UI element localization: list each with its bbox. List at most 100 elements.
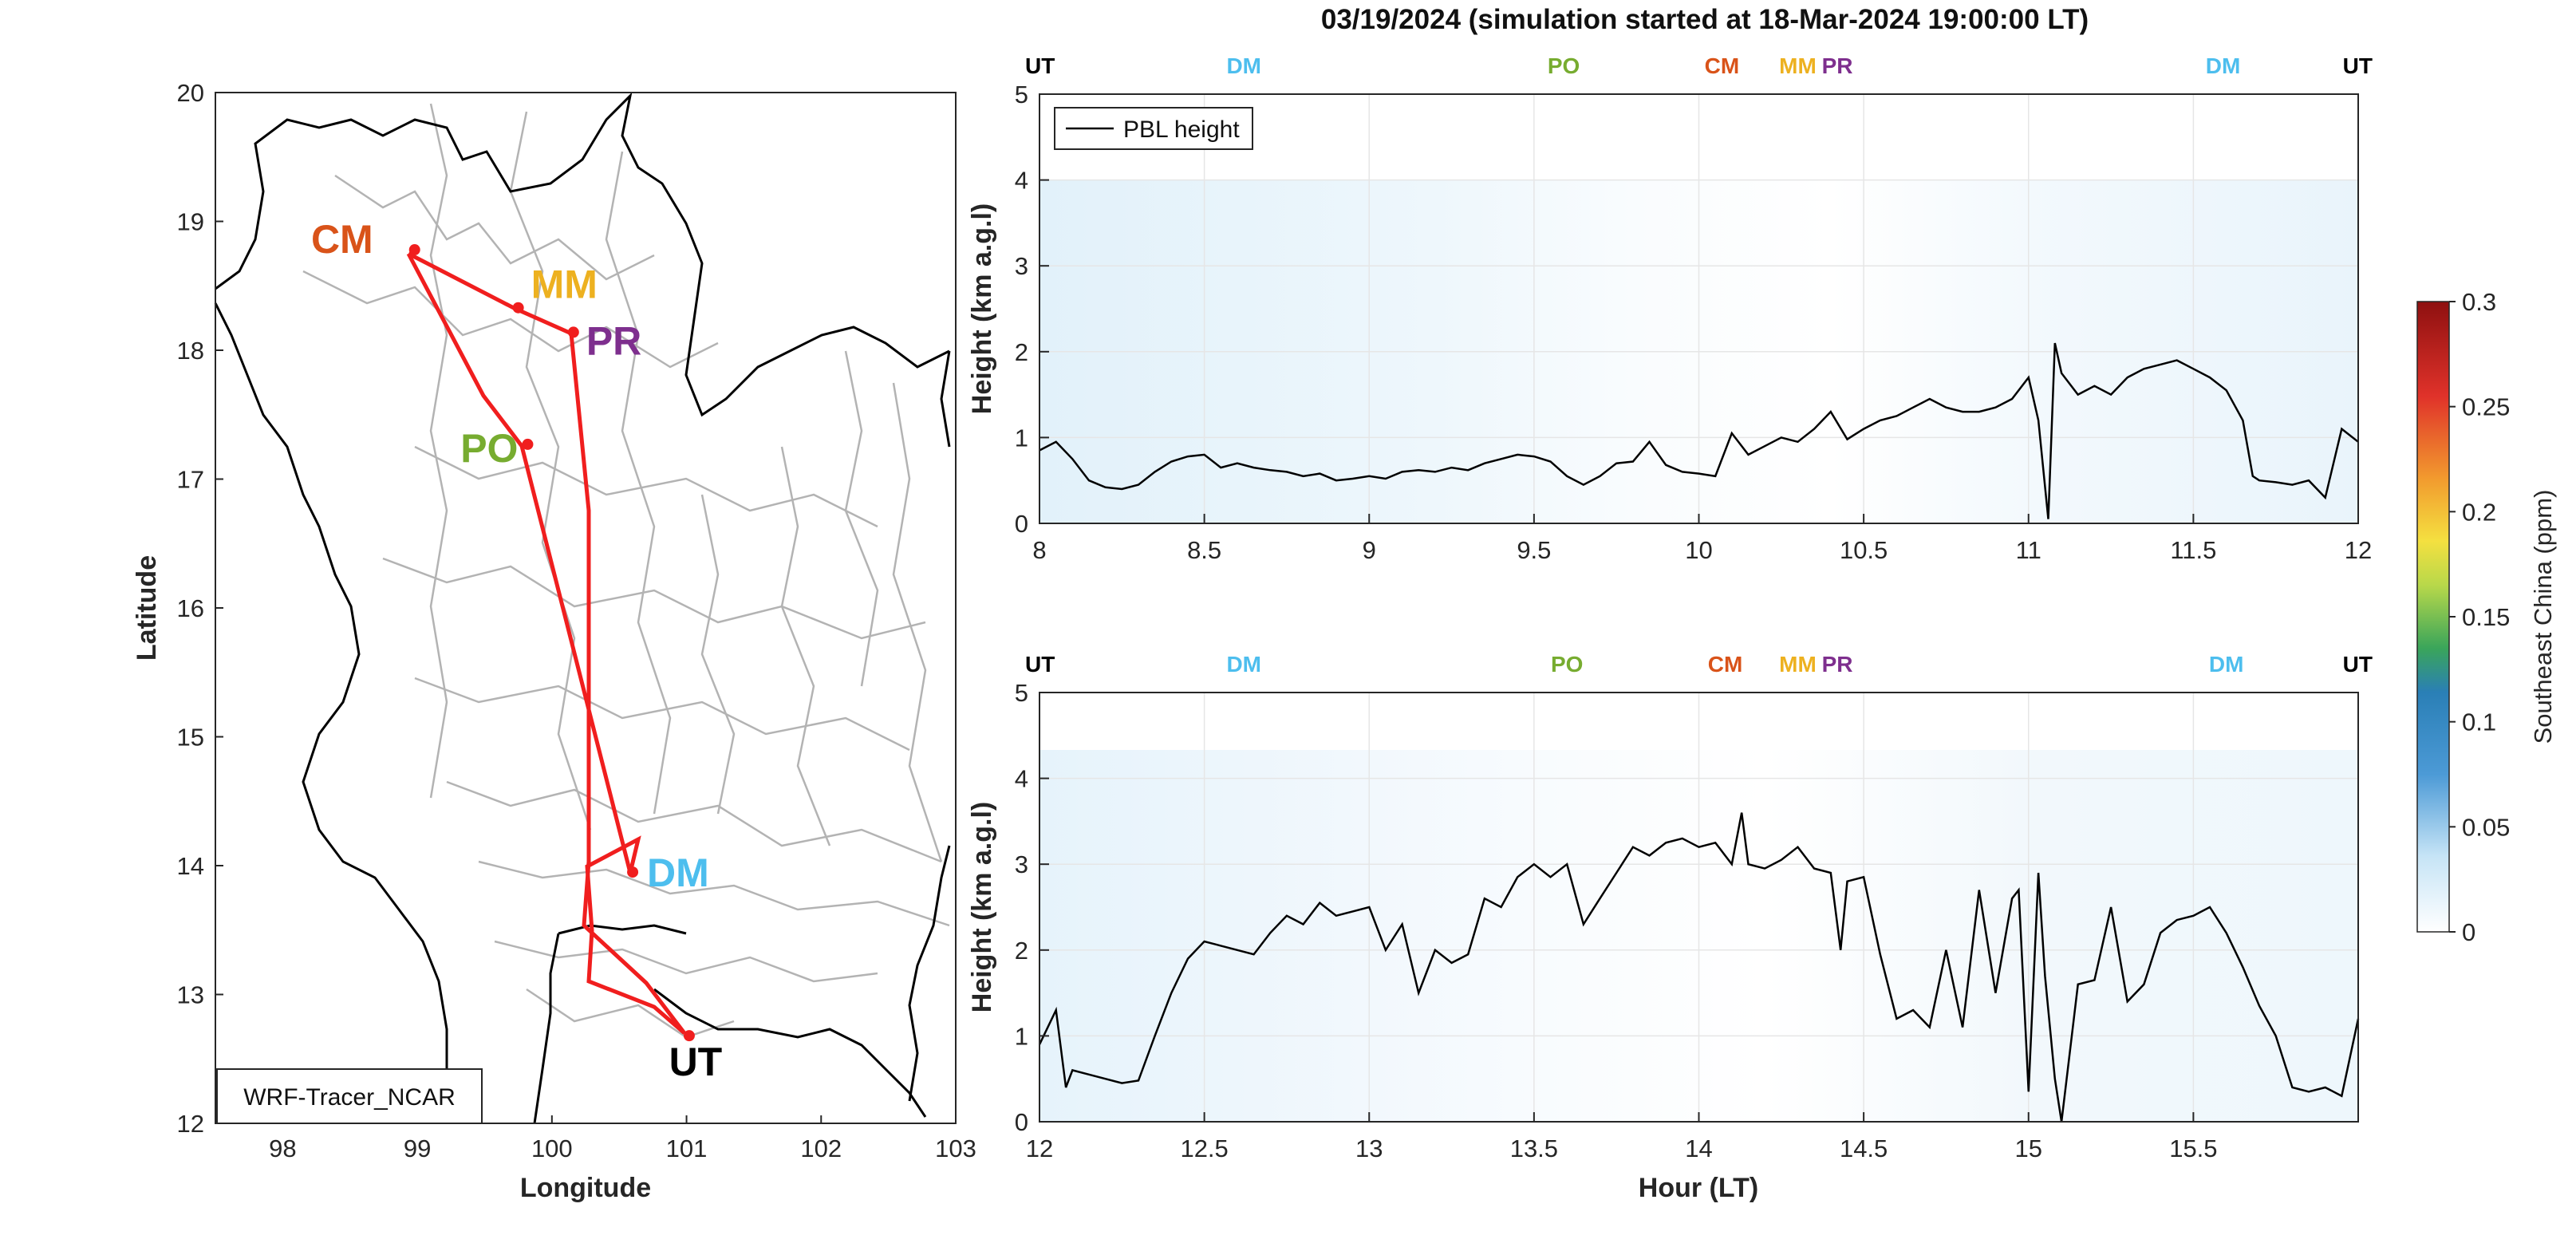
map-xtick-label: 98	[269, 1135, 296, 1162]
site-dot-po	[522, 438, 534, 450]
xtick-label: 8.5	[1187, 536, 1221, 564]
figure-title: 03/19/2024 (simulation started at 18-Mar…	[1321, 4, 2089, 35]
site-label-dm: DM	[647, 850, 709, 895]
map-xtick-label: 103	[935, 1135, 976, 1162]
site-marker-mm: MM	[1779, 53, 1817, 78]
ytick-label: 1	[1015, 1022, 1028, 1050]
site-marker-cm: CM	[1705, 53, 1740, 78]
colorbar-tick-label: 0.2	[2462, 498, 2496, 526]
ytick-label: 2	[1015, 338, 1028, 366]
site-marker-dm: DM	[1226, 652, 1261, 677]
xtick-label: 9.5	[1517, 536, 1551, 564]
site-label-pr: PR	[586, 318, 641, 363]
site-marker-cm: CM	[1708, 652, 1743, 677]
map-ytick-label: 18	[177, 337, 204, 365]
ytick-label: 4	[1015, 167, 1028, 195]
site-marker-po: PO	[1551, 652, 1583, 677]
pbl-line-top	[1039, 342, 2359, 519]
site-label-cm: CM	[311, 217, 373, 262]
ytick-label: 5	[1015, 679, 1028, 707]
site-label-po: PO	[460, 426, 518, 471]
colorbar-label: Southeast China (ppm)	[2529, 490, 2557, 744]
map-ytick-label: 14	[177, 852, 204, 880]
map-ytick-label: 17	[177, 466, 204, 494]
ylabel-bottom: Height (km a.g.l)	[967, 802, 997, 1012]
xtick-label: 15	[2015, 1135, 2042, 1162]
route-line-1	[407, 251, 686, 1035]
ytick-label: 2	[1015, 937, 1028, 965]
xtick-label: 13.5	[1510, 1135, 1558, 1162]
site-marker-dm: DM	[2209, 652, 2244, 677]
ytick-label: 4	[1015, 765, 1028, 793]
site-label-ut: UT	[669, 1040, 723, 1084]
site-marker-ut: UT	[1025, 652, 1055, 677]
site-marker-pr: PR	[1822, 53, 1853, 78]
route-line-2	[406, 252, 686, 1035]
site-dot-mm	[512, 302, 524, 314]
ytick-label: 3	[1015, 252, 1028, 280]
xlabel-bottom: Hour (LT)	[1639, 1173, 1758, 1203]
site-label-mm: MM	[531, 262, 598, 307]
map-xtick-label: 99	[404, 1135, 431, 1162]
map-ytick-label: 15	[177, 724, 204, 752]
xtick-label: 9	[1363, 536, 1376, 564]
colorbar-tick-label: 0	[2462, 918, 2475, 946]
site-dot-dm	[627, 866, 639, 878]
xtick-label: 10.5	[1840, 536, 1888, 564]
site-marker-dm: DM	[2206, 53, 2241, 78]
ytick-label: 1	[1015, 424, 1028, 452]
model-label-box	[216, 1068, 483, 1124]
site-marker-po: PO	[1548, 53, 1580, 78]
xtick-label: 12	[2345, 536, 2372, 564]
site-dot-pr	[567, 326, 579, 338]
xtick-label: 10	[1685, 536, 1712, 564]
province-boundaries	[302, 103, 950, 1039]
site-dot-cm	[408, 244, 420, 256]
colorbar-tick-label: 0.25	[2462, 393, 2510, 421]
xtick-label: 13	[1355, 1135, 1383, 1162]
map-ticks: 98 99 100 101 102 103 12 13 14 15 16 17 18 19 20	[177, 79, 976, 1162]
site-dot-ut	[683, 1030, 695, 1042]
colorbar: 0 0.05 0.1 0.15 0.2 0.25 0.3 Southeast China (…	[2416, 288, 2557, 946]
colorbar-tick-label: 0.1	[2462, 708, 2496, 736]
model-label: WRF-Tracer_NCAR	[243, 1084, 456, 1111]
xtick-label: 11.5	[2170, 536, 2216, 564]
map-ytick-label: 13	[177, 981, 204, 1009]
ytick-label: 3	[1015, 850, 1028, 878]
xtick-label: 15.5	[2169, 1135, 2217, 1162]
map-xtick-label: 100	[531, 1135, 573, 1162]
ytick-label: 0	[1015, 510, 1028, 538]
country-borders	[214, 92, 951, 1124]
map-sites: CM MM PR PO DM UT	[311, 217, 722, 1084]
site-marker-dm: DM	[1226, 53, 1261, 78]
site-marker-mm: MM	[1779, 652, 1817, 677]
colorbar-scale	[2416, 301, 2450, 933]
map-ytick-label: 19	[177, 208, 204, 236]
xtick-label: 14	[1685, 1135, 1712, 1162]
map-ylabel: Latitude	[132, 555, 162, 661]
ytick-label: 0	[1015, 1108, 1028, 1136]
site-marker-ut: UT	[1025, 53, 1055, 78]
xtick-label: 11	[2016, 536, 2041, 564]
map-xlabel: Longitude	[520, 1173, 651, 1203]
pbl-line-bottom	[1038, 812, 2360, 1123]
map-ytick-label: 20	[177, 79, 204, 107]
map-xtick-label: 102	[800, 1135, 842, 1162]
xtick-label: 12	[1026, 1135, 1053, 1162]
legend-label: PBL height	[1123, 116, 1240, 143]
colorbar-tick-label: 0.15	[2462, 603, 2510, 631]
map-panel: CM MM PR PO DM UT 98 99 100 101 102 103 12 13 14 15 16 1…	[132, 79, 976, 1203]
xtick-label: 14.5	[1840, 1135, 1888, 1162]
map-xtick-label: 101	[666, 1135, 708, 1162]
colorbar-tick-label: 0.3	[2462, 288, 2496, 316]
xtick-label: 8	[1032, 536, 1046, 564]
ytick-label: 5	[1015, 81, 1028, 109]
colorbar-tick-label: 0.05	[2462, 813, 2510, 841]
site-marker-ut: UT	[2343, 652, 2373, 677]
legend-top: PBL height	[1054, 107, 1253, 150]
map-ytick-label: 16	[177, 594, 204, 622]
site-marker-pr: PR	[1822, 652, 1853, 677]
